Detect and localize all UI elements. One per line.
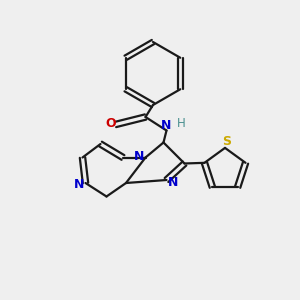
Text: H: H xyxy=(176,117,185,130)
Text: N: N xyxy=(74,178,84,191)
Text: N: N xyxy=(161,118,172,132)
Text: N: N xyxy=(134,149,144,163)
Text: O: O xyxy=(105,117,116,130)
Text: S: S xyxy=(222,135,231,148)
Text: N: N xyxy=(168,176,178,189)
